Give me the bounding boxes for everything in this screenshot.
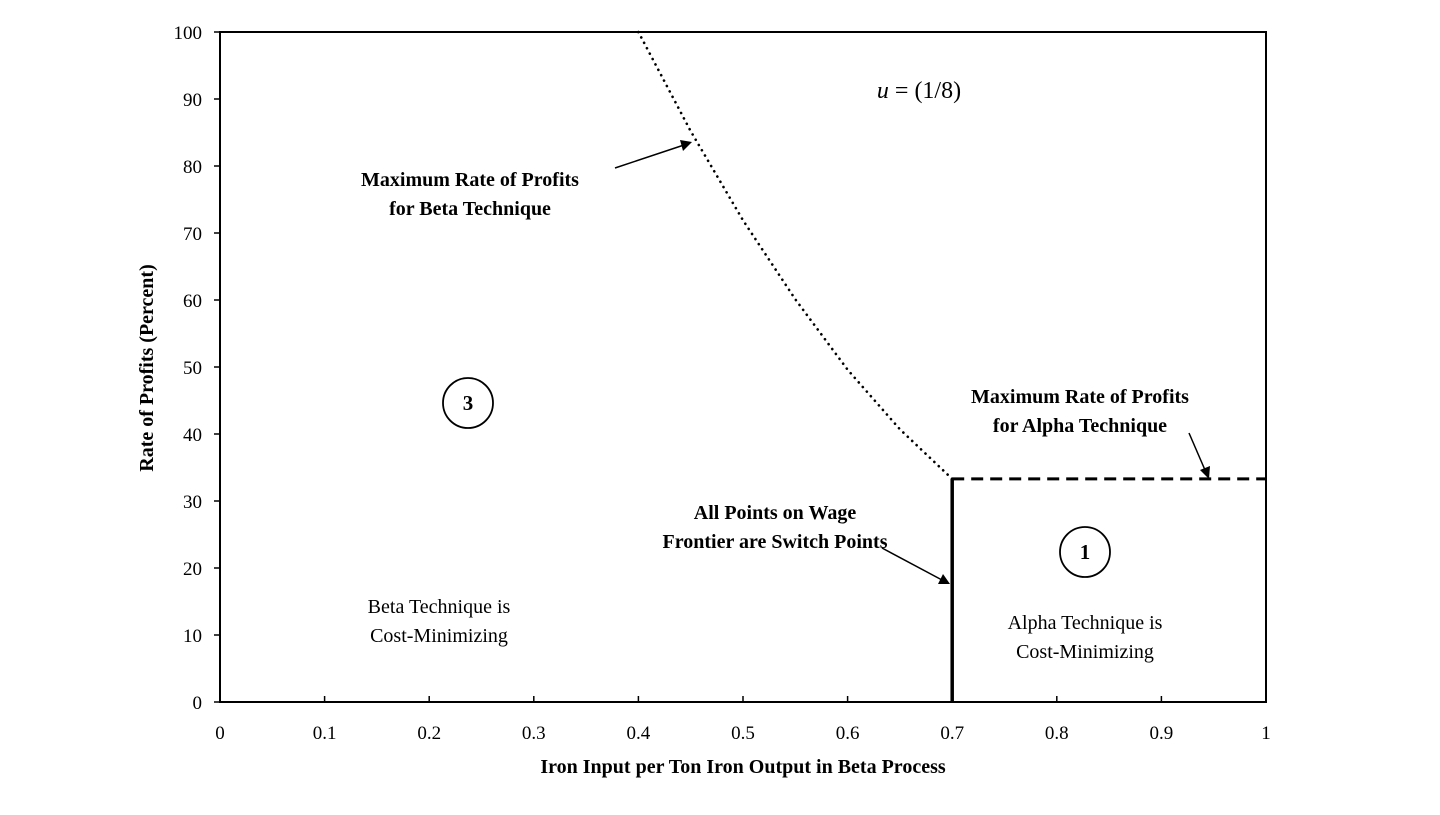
y-tick-label: 10 (183, 626, 202, 647)
region-3-circle (442, 377, 494, 429)
switch-points-annotation-line1: All Points on Wage (694, 502, 857, 524)
alpha-region-label-line2: Cost-Minimizing (1016, 641, 1154, 663)
beta-max-arrow (614, 140, 692, 169)
beta-region-label-line1: Beta Technique is (368, 596, 511, 618)
y-tick-label: 90 (183, 90, 202, 111)
beta-region-label-line2: Cost-Minimizing (370, 625, 508, 647)
switch-points-arrow (881, 547, 950, 584)
x-tick-label: 0.2 (417, 723, 441, 744)
alpha-max-annotation-line1: Maximum Rate of Profits (971, 386, 1189, 408)
y-tick-label: 60 (183, 291, 202, 312)
x-tick-label: 0.8 (1045, 723, 1069, 744)
x-tick-label: 0.4 (627, 723, 651, 744)
x-tick-label: 0.9 (1150, 723, 1174, 744)
alpha-max-annotation-line2: for Alpha Technique (993, 415, 1167, 437)
y-tick-label: 100 (174, 23, 203, 44)
beta-max-profit-curve (637, 30, 954, 481)
x-axis-ticks: 0 0.1 0.2 0.3 0.4 0.5 0.6 0.7 0.8 0.9 1 (215, 696, 1271, 744)
x-tick-label: 0.3 (522, 723, 546, 744)
y-tick-label: 40 (183, 425, 202, 446)
y-tick-label: 70 (183, 224, 202, 245)
x-axis-label: Iron Input per Ton Iron Output in Beta P… (540, 756, 946, 778)
y-tick-label: 0 (193, 693, 203, 714)
x-tick-label: 0 (215, 723, 225, 744)
y-tick-label: 20 (183, 559, 202, 580)
y-tick-label: 30 (183, 492, 202, 513)
x-tick-label: 0.1 (313, 723, 337, 744)
region-1-circle (1059, 526, 1111, 578)
switch-points-annotation-line2: Frontier are Switch Points (663, 531, 888, 553)
region-1-number: 1 (1080, 540, 1091, 564)
y-axis-label: Rate of Profits (Percent) (136, 264, 158, 472)
beta-max-annotation-line1: Maximum Rate of Profits (361, 169, 579, 191)
alpha-region-label-line1: Alpha Technique is (1008, 612, 1163, 634)
x-tick-label: 0.7 (940, 723, 964, 744)
y-tick-label: 80 (183, 157, 202, 178)
parameter-label: u = (1/8) (877, 78, 961, 104)
x-tick-label: 0.6 (836, 723, 860, 744)
beta-max-annotation-line2: for Beta Technique (389, 198, 551, 220)
x-tick-label: 0.5 (731, 723, 755, 744)
series-layer (637, 30, 1266, 702)
y-tick-label: 50 (183, 358, 202, 379)
region-3-number: 3 (463, 391, 474, 415)
alpha-max-arrow (1188, 432, 1210, 479)
x-tick-label: 1 (1261, 723, 1271, 744)
y-axis-ticks: 0 10 20 30 40 50 60 70 80 90 100 (174, 23, 220, 714)
